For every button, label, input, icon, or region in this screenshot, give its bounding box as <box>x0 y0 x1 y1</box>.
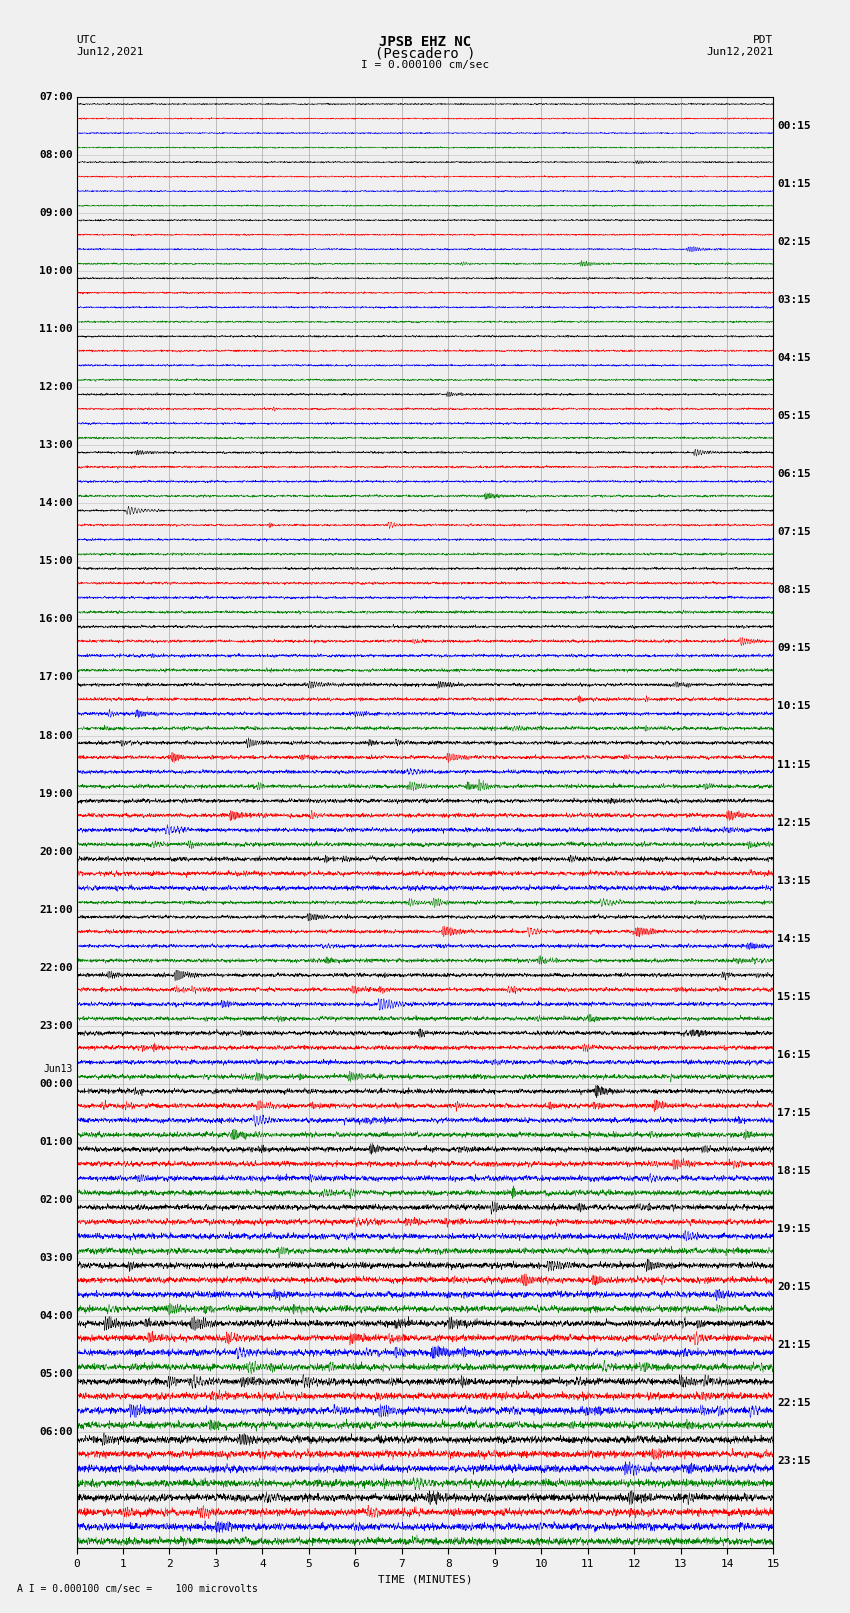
Text: 05:00: 05:00 <box>39 1369 73 1379</box>
Text: 22:15: 22:15 <box>777 1398 811 1408</box>
Text: 18:00: 18:00 <box>39 731 73 740</box>
Text: 07:15: 07:15 <box>777 527 811 537</box>
X-axis label: TIME (MINUTES): TIME (MINUTES) <box>377 1574 473 1584</box>
Text: 05:15: 05:15 <box>777 411 811 421</box>
Text: 13:15: 13:15 <box>777 876 811 886</box>
Text: I = 0.000100 cm/sec: I = 0.000100 cm/sec <box>361 60 489 69</box>
Text: 01:00: 01:00 <box>39 1137 73 1147</box>
Text: 09:15: 09:15 <box>777 644 811 653</box>
Text: JPSB EHZ NC: JPSB EHZ NC <box>379 35 471 50</box>
Text: 10:15: 10:15 <box>777 702 811 711</box>
Text: 09:00: 09:00 <box>39 208 73 218</box>
Text: 15:15: 15:15 <box>777 992 811 1002</box>
Text: 02:15: 02:15 <box>777 237 811 247</box>
Text: 00:00: 00:00 <box>39 1079 73 1089</box>
Text: 01:15: 01:15 <box>777 179 811 189</box>
Text: 17:00: 17:00 <box>39 673 73 682</box>
Text: PDT: PDT <box>753 35 774 45</box>
Text: 14:00: 14:00 <box>39 498 73 508</box>
Text: UTC: UTC <box>76 35 97 45</box>
Text: 14:15: 14:15 <box>777 934 811 944</box>
Text: 15:00: 15:00 <box>39 556 73 566</box>
Text: 04:15: 04:15 <box>777 353 811 363</box>
Text: 17:15: 17:15 <box>777 1108 811 1118</box>
Text: 19:15: 19:15 <box>777 1224 811 1234</box>
Text: 11:15: 11:15 <box>777 760 811 769</box>
Text: 19:00: 19:00 <box>39 789 73 798</box>
Text: 02:00: 02:00 <box>39 1195 73 1205</box>
Text: 22:00: 22:00 <box>39 963 73 973</box>
Text: 23:00: 23:00 <box>39 1021 73 1031</box>
Text: 04:00: 04:00 <box>39 1311 73 1321</box>
Text: 03:00: 03:00 <box>39 1253 73 1263</box>
Text: 03:15: 03:15 <box>777 295 811 305</box>
Text: 08:15: 08:15 <box>777 586 811 595</box>
Text: 06:00: 06:00 <box>39 1428 73 1437</box>
Text: 12:00: 12:00 <box>39 382 73 392</box>
Text: 00:15: 00:15 <box>777 121 811 131</box>
Text: 16:15: 16:15 <box>777 1050 811 1060</box>
Text: 10:00: 10:00 <box>39 266 73 276</box>
Text: 07:00: 07:00 <box>39 92 73 102</box>
Text: Jun12,2021: Jun12,2021 <box>706 47 774 56</box>
Text: A I = 0.000100 cm/sec =    100 microvolts: A I = 0.000100 cm/sec = 100 microvolts <box>17 1584 258 1594</box>
Text: 08:00: 08:00 <box>39 150 73 160</box>
Text: 20:00: 20:00 <box>39 847 73 857</box>
Text: 21:00: 21:00 <box>39 905 73 915</box>
Text: 18:15: 18:15 <box>777 1166 811 1176</box>
Text: 13:00: 13:00 <box>39 440 73 450</box>
Text: 11:00: 11:00 <box>39 324 73 334</box>
Text: Jun12,2021: Jun12,2021 <box>76 47 144 56</box>
Text: 06:15: 06:15 <box>777 469 811 479</box>
Text: 21:15: 21:15 <box>777 1340 811 1350</box>
Text: 23:15: 23:15 <box>777 1457 811 1466</box>
Text: 12:15: 12:15 <box>777 818 811 827</box>
Text: Jun13: Jun13 <box>43 1065 73 1074</box>
Text: 16:00: 16:00 <box>39 615 73 624</box>
Text: 20:15: 20:15 <box>777 1282 811 1292</box>
Text: (Pescadero ): (Pescadero ) <box>375 47 475 61</box>
